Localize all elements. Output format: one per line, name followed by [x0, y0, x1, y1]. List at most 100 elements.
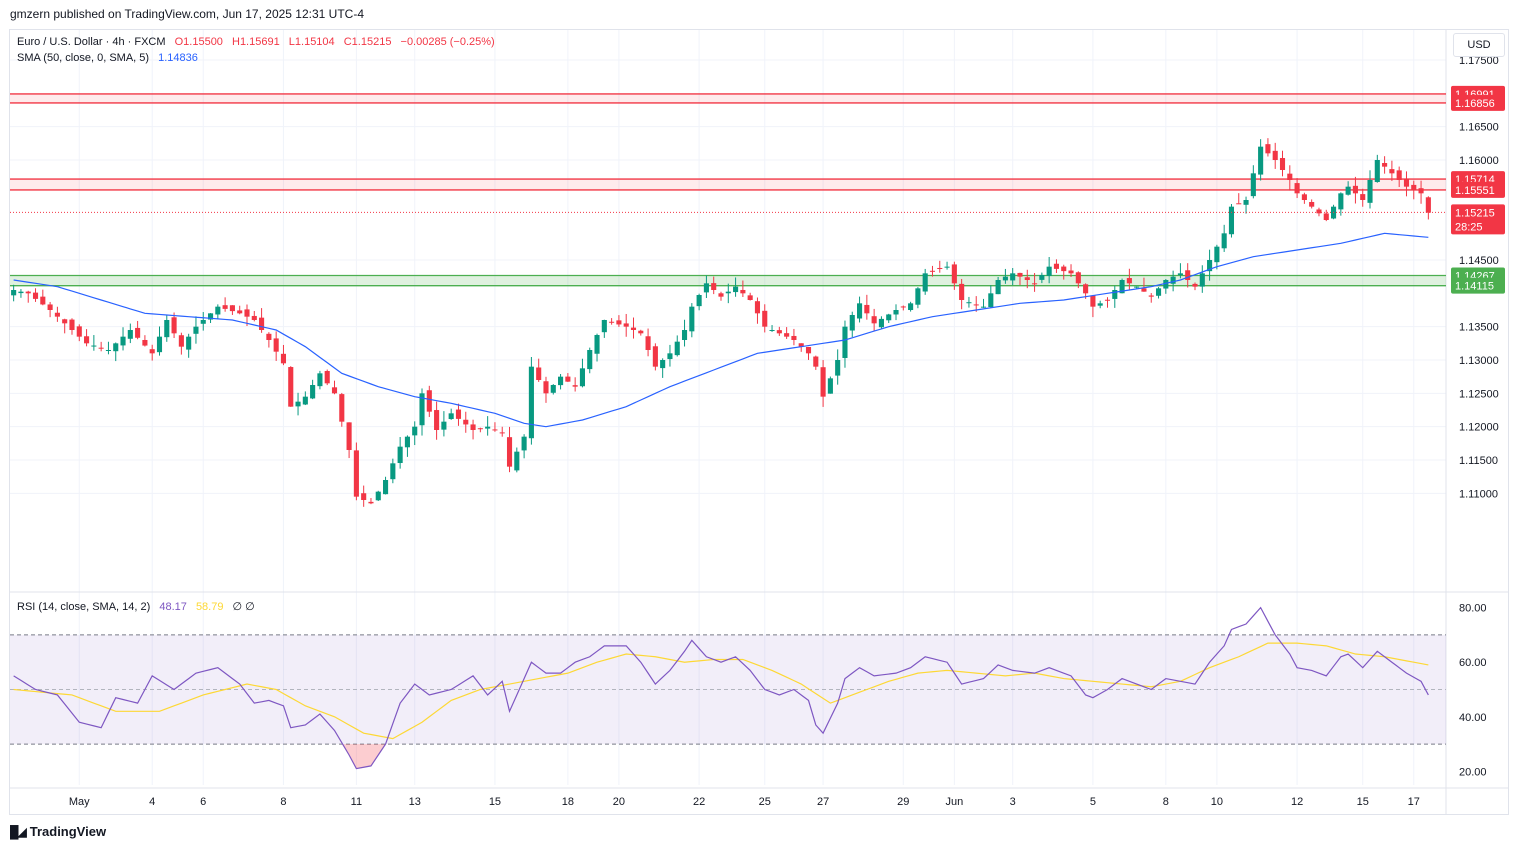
candle-body: [1294, 183, 1300, 194]
candle: [681, 319, 688, 347]
candle: [1032, 273, 1038, 292]
tradingview-logo[interactable]: █◢ TradingView: [10, 824, 106, 839]
candle: [740, 280, 746, 298]
candle: [980, 298, 987, 308]
candle-body: [1170, 276, 1176, 284]
candle-body: [193, 326, 199, 334]
candle: [127, 323, 133, 344]
candle: [470, 419, 476, 440]
candle: [798, 343, 804, 352]
candle: [1024, 269, 1030, 289]
candle-body: [40, 296, 46, 305]
candle: [1403, 171, 1410, 197]
candle-body: [463, 419, 469, 425]
candle: [1148, 293, 1154, 303]
candle-body: [1075, 272, 1081, 284]
candle: [565, 373, 571, 382]
candle: [1360, 188, 1366, 207]
candle: [280, 344, 287, 366]
candle-body: [54, 312, 60, 317]
rsi-label[interactable]: RSI (14, close, SMA, 14, 2): [17, 601, 151, 613]
candle-body: [769, 330, 775, 331]
candle: [893, 304, 899, 321]
candle: [747, 292, 753, 301]
candle: [84, 329, 90, 347]
candle-body: [565, 376, 571, 382]
candle-body: [1119, 280, 1125, 294]
candle-body: [390, 463, 396, 480]
candle: [142, 335, 148, 347]
candle: [390, 458, 396, 484]
sma-label[interactable]: SMA (50, close, 0, SMA, 5): [17, 52, 150, 64]
candle: [959, 278, 965, 310]
candle-body: [244, 309, 250, 317]
rsi-tick-label: 40.00: [1459, 712, 1487, 724]
candle-body: [25, 291, 31, 294]
candle: [1221, 224, 1227, 252]
candle: [660, 358, 666, 378]
candle-body: [587, 350, 593, 370]
candle-body: [383, 480, 389, 495]
currency-button[interactable]: USD: [1453, 33, 1505, 57]
candle: [1068, 264, 1074, 278]
candle: [361, 485, 367, 507]
candle-body: [288, 367, 294, 407]
candle: [273, 331, 279, 361]
time-tick-label: 10: [1211, 796, 1223, 808]
time-tick-label: Jun: [945, 796, 963, 808]
candle: [857, 296, 863, 323]
candle: [1345, 181, 1351, 196]
support-zone: [10, 275, 1446, 286]
candle-body: [951, 264, 957, 284]
rsi-tick-label: 60.00: [1459, 657, 1487, 669]
candle-body: [660, 360, 666, 369]
candle-body: [696, 295, 702, 307]
candle-body: [638, 330, 644, 334]
candle-body: [1279, 158, 1286, 170]
candle: [696, 293, 702, 311]
candle-body: [630, 327, 637, 330]
candle-body: [11, 290, 17, 296]
candle: [638, 329, 644, 336]
candle-body: [18, 291, 24, 294]
price-tick-label: 1.11500: [1459, 455, 1498, 467]
candle-body: [733, 286, 739, 293]
candle-body: [441, 421, 447, 430]
candle-body: [878, 318, 884, 328]
candle: [587, 347, 593, 374]
candle: [762, 304, 768, 333]
candle: [776, 326, 782, 336]
candle-body: [1228, 206, 1235, 235]
candle-body: [426, 390, 432, 412]
candle: [448, 408, 454, 420]
resistance-level-label-bg: [1451, 181, 1505, 198]
candle-body: [1032, 283, 1038, 285]
candle: [477, 427, 483, 433]
candle-body: [1148, 295, 1154, 297]
rsi-legend: RSI (14, close, SMA, 14, 2) 48.17 58.79 …: [17, 600, 261, 613]
candle-body: [266, 333, 272, 340]
candle-body: [135, 327, 141, 338]
candle-body: [1177, 273, 1183, 276]
candle-body: [171, 317, 177, 334]
candle: [711, 276, 717, 295]
candle-body: [1104, 299, 1111, 301]
candle-body: [842, 326, 848, 358]
candle: [718, 291, 724, 301]
time-tick-label: 15: [1357, 796, 1369, 808]
candle-body: [791, 335, 797, 340]
candle: [419, 388, 425, 436]
candle: [1243, 196, 1249, 214]
time-tick-label: 4: [149, 796, 155, 808]
candle-body: [1403, 179, 1410, 187]
candle-body: [1411, 184, 1417, 190]
candle: [1192, 282, 1198, 291]
symbol-label[interactable]: Euro / U.S. Dollar · 4h · FXCM: [17, 36, 166, 48]
candle: [1199, 265, 1205, 293]
candle: [1104, 297, 1111, 308]
candle: [805, 346, 812, 360]
time-tick-label: 6: [200, 796, 206, 808]
candle: [1039, 272, 1045, 284]
candle: [98, 341, 104, 352]
